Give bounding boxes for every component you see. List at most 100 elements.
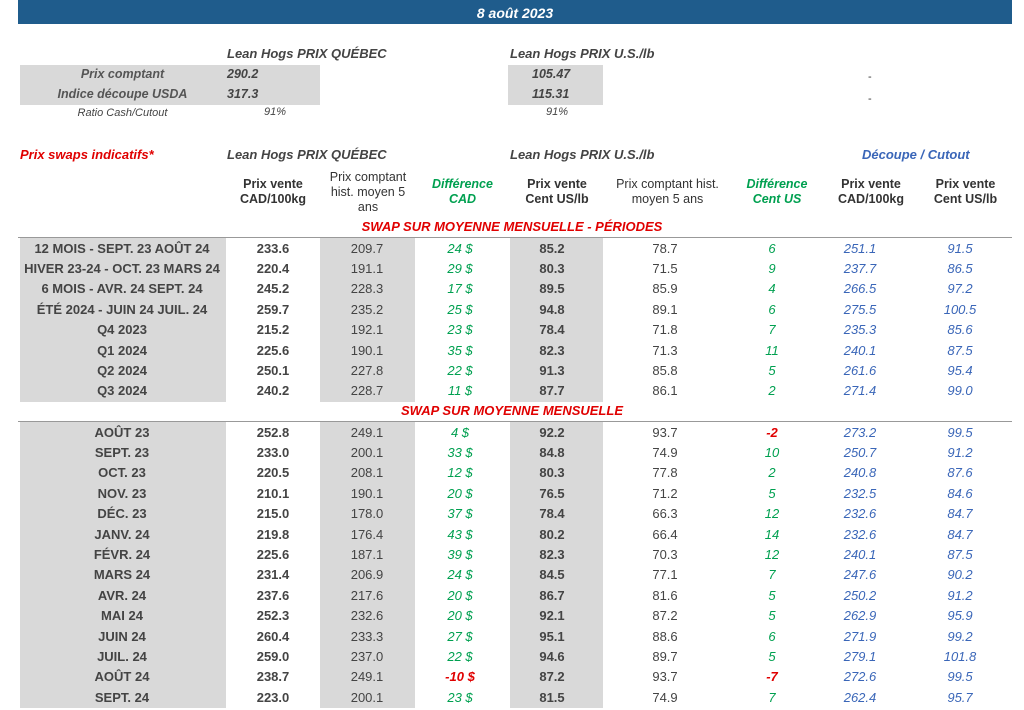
monthly-name-shade	[20, 422, 226, 708]
cutout-index-extra: -	[868, 93, 872, 105]
periods-diff-us: 4	[768, 281, 776, 297]
periods-period-name: Q4 2023	[97, 322, 147, 338]
periods-period-name: Q2 2024	[97, 363, 147, 379]
monthly-hist-us: 87.2	[652, 608, 678, 624]
monthly-diff-cad: 39 $	[447, 547, 473, 563]
periods-cad-price: 220.4	[256, 261, 290, 277]
monthly-hist-cad: 249.1	[350, 424, 384, 440]
monthly-cad-price: 225.6	[256, 547, 290, 563]
periods-row: Q4 2023 215.2 192.1 23 $ 78.4 71.8 7 235.3 85.6	[18, 320, 1012, 340]
monthly-cad-price: 231.4	[256, 567, 290, 583]
monthly-us-price: 92.2	[539, 424, 565, 440]
date-banner: 8 août 2023	[18, 0, 1012, 24]
monthly-hist-us: 81.6	[652, 587, 678, 603]
monthly-diff-us: 2	[768, 465, 776, 481]
monthly-row: MAI 24 252.3 232.6 20 $ 92.1 87.2 5 262.9 95.9	[18, 606, 1012, 626]
ratio-us: 91%	[545, 106, 569, 118]
monthly-cad-price: 259.0	[256, 648, 290, 664]
monthly-diff-us: 5	[768, 587, 776, 603]
periods-hist-cad: 192.1	[350, 322, 384, 338]
periods-hist-shade	[320, 238, 415, 402]
periods-cad-price: 245.2	[256, 281, 290, 297]
monthly-cutout-cad: 232.6	[843, 506, 877, 522]
periods-cad-price: 233.6	[256, 240, 290, 256]
periods-us-price: 82.3	[539, 342, 565, 358]
periods-us-price: 91.3	[539, 363, 565, 379]
monthly-row: AVR. 24 237.6 217.6 20 $ 86.7 81.6 5 250.2 91.2	[18, 585, 1012, 605]
monthly-period-name: FÉVR. 24	[93, 547, 151, 563]
monthly-cutout-cad: 279.1	[843, 648, 877, 664]
cash-price-extra: -	[868, 71, 872, 83]
monthly-period-name: MARS 24	[93, 567, 151, 583]
monthly-hist-us: 93.7	[652, 669, 678, 685]
periods-cutout-cad: 240.1	[843, 342, 877, 358]
monthly-cutout-cad: 240.1	[843, 547, 877, 563]
monthly-us-price: 84.8	[539, 445, 565, 461]
monthly-us-price: 95.1	[539, 628, 565, 644]
monthly-row: JUIN 24 260.4 233.3 27 $ 95.1 88.6 6 271.9 99.2	[18, 626, 1012, 646]
monthly-diff-us: 10	[764, 445, 780, 461]
periods-cad-price: 259.7	[256, 301, 290, 317]
periods-cutout-us: 99.0	[947, 383, 973, 399]
periods-hist-cad: 191.1	[350, 261, 384, 277]
monthly-diff-cad: 12 $	[447, 465, 473, 481]
monthly-diff-cad: 20 $	[447, 608, 473, 624]
periods-row: Q3 2024 240.2 228.7 11 $ 87.7 86.1 2 271.4 99.0	[18, 381, 1012, 401]
monthly-cutout-us: 99.2	[947, 628, 973, 644]
monthly-cutout-cad: 232.6	[843, 526, 877, 542]
periods-us-price: 85.2	[539, 240, 565, 256]
monthly-row: AOÛT 24 238.7 249.1 -10 $ 87.2 93.7 -7 272.6 99.…	[18, 667, 1012, 687]
periods-hist-cad: 190.1	[350, 342, 384, 358]
monthly-hist-us: 77.8	[652, 465, 678, 481]
monthly-cutout-us: 95.9	[947, 608, 973, 624]
cutout-index-label: Indice découpe USDA	[57, 87, 188, 101]
monthly-period-name: DÉC. 23	[97, 506, 147, 522]
cash-price-quebec: 290.2	[227, 67, 259, 81]
monthly-cutout-us: 84.6	[947, 485, 973, 501]
periods-hist-cad: 228.3	[350, 281, 384, 297]
monthly-hist-cad: 217.6	[350, 587, 384, 603]
monthly-row: MARS 24 231.4 206.9 24 $ 84.5 77.1 7 247.6 90.2	[18, 565, 1012, 585]
monthly-diff-cad: -10 $	[445, 669, 475, 685]
cash-price-us: 105.47	[532, 67, 571, 81]
periods-table: 12 MOIS - SEPT. 23 AOÛT 24 233.6 209.7 24 $…	[18, 238, 1012, 401]
periods-diff-cad: 24 $	[447, 240, 473, 256]
monthly-cad-price: 220.5	[256, 465, 290, 481]
periods-cad-price: 240.2	[256, 383, 290, 399]
periods-hist-us: 78.7	[652, 240, 678, 256]
periods-period-name: Q1 2024	[97, 342, 147, 358]
monthly-period-name: OCT. 23	[98, 465, 146, 481]
monthly-cutout-us: 99.5	[947, 669, 973, 685]
monthly-cutout-us: 95.7	[947, 689, 973, 705]
top-us-shade	[508, 65, 603, 105]
monthly-period-name: NOV. 23	[97, 485, 147, 501]
monthly-us-price: 81.5	[539, 689, 565, 705]
monthly-cutout-us: 90.2	[947, 567, 973, 583]
monthly-cad-price: 223.0	[256, 689, 290, 705]
monthly-hist-us: 88.6	[652, 628, 678, 644]
periods-diff-cad: 23 $	[447, 322, 473, 338]
periods-diff-cad: 29 $	[447, 261, 473, 277]
monthly-period-name: JUIN 24	[98, 628, 146, 644]
periods-cad-price: 225.6	[256, 342, 290, 358]
periods-hist-us: 71.5	[652, 261, 678, 277]
monthly-row: SEPT. 24 223.0 200.1 23 $ 81.5 74.9 7 262.4 95.7	[18, 687, 1012, 707]
periods-cutout-cad: 275.5	[843, 301, 877, 317]
col-diff-cad: Différence CAD	[432, 177, 493, 206]
monthly-diff-us: 7	[768, 567, 776, 583]
monthly-cutout-us: 87.6	[947, 465, 973, 481]
periods-hist-cad: 235.2	[350, 301, 384, 317]
periods-us-price: 87.7	[539, 383, 565, 399]
col-diff-us: Différence Cent US	[746, 177, 808, 206]
monthly-hist-us: 70.3	[652, 547, 678, 563]
periods-row: Q1 2024 225.6 190.1 35 $ 82.3 71.3 11 240.1 87.5	[18, 340, 1012, 360]
monthly-cutout-cad: 250.7	[843, 445, 877, 461]
monthly-cad-price: 252.3	[256, 608, 290, 624]
periods-diff-us: 6	[768, 240, 776, 256]
periods-cutout-cad: 237.7	[843, 261, 877, 277]
monthly-cutout-us: 84.7	[947, 506, 973, 522]
monthly-row: OCT. 23 220.5 208.1 12 $ 80.3 77.8 2 240.8 87.6	[18, 463, 1012, 483]
periods-cutout-cad: 261.6	[843, 363, 877, 379]
monthly-period-name: AOÛT 24	[94, 669, 150, 685]
col-cad-price: Prix vente CAD/100kg	[240, 177, 306, 206]
